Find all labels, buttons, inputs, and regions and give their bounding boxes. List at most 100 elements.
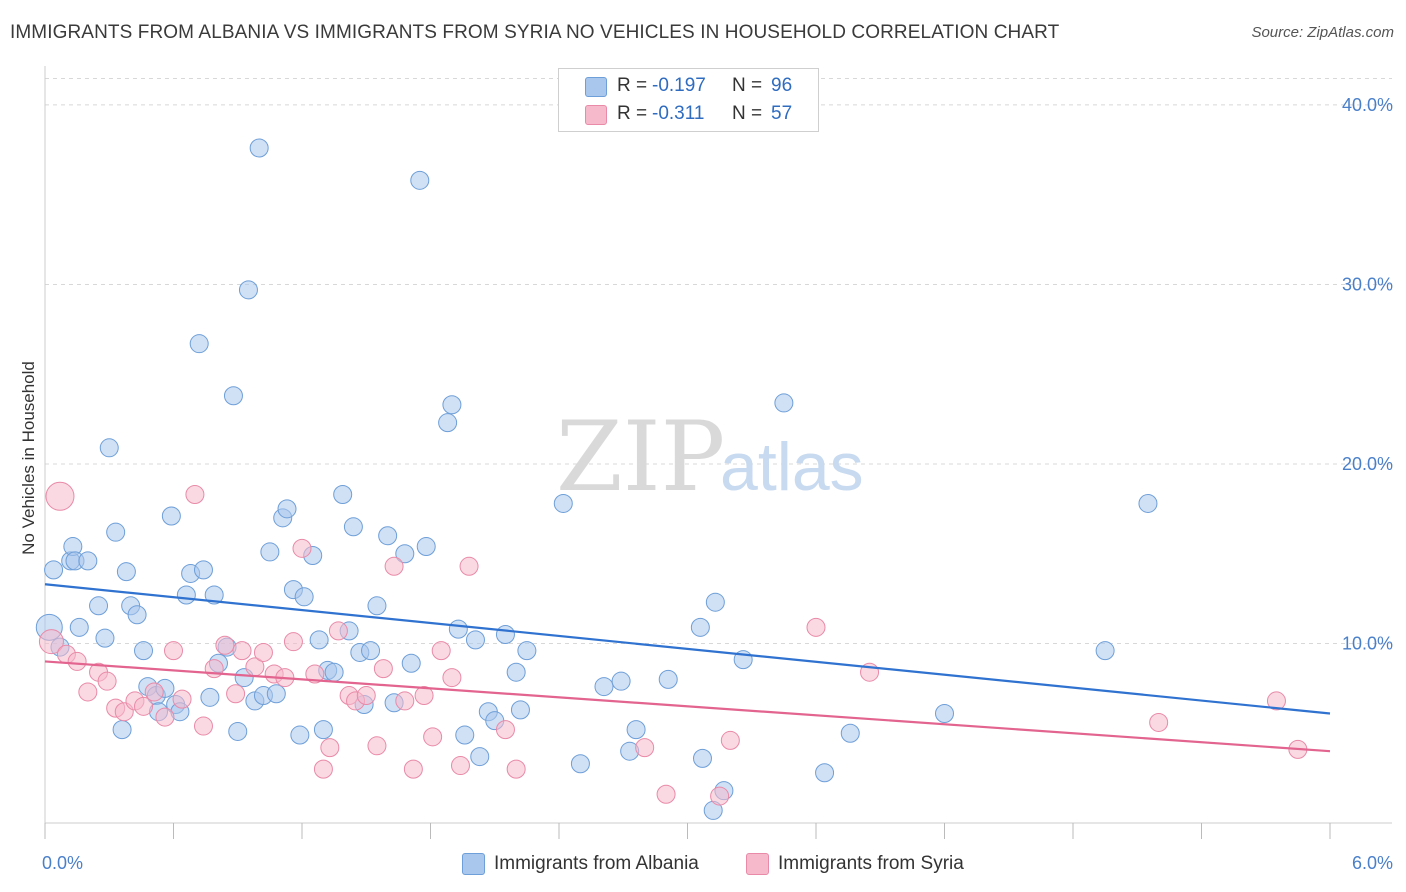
albania-point-81 (626, 720, 646, 740)
albania-r-label: R = (617, 75, 648, 96)
syria-point-51 (806, 617, 826, 637)
albania-point-68 (465, 630, 485, 650)
syria-point-30 (328, 621, 348, 641)
syria-point-48 (656, 784, 676, 804)
watermark: ZIP atlas (556, 401, 864, 513)
albania-n-label: N = (732, 75, 763, 96)
stats-row-syria: R = -0.311 N = 57 (559, 101, 818, 127)
albania-point-66 (448, 619, 468, 639)
albania-r-value: -0.197 (652, 75, 706, 96)
albania-point-13 (116, 562, 136, 582)
albania-point-42 (277, 499, 297, 519)
albania-point-16 (134, 641, 154, 661)
syria-point-14 (172, 689, 192, 709)
syria-point-50 (720, 730, 740, 750)
albania-point-44 (290, 725, 310, 745)
syria-point-28 (313, 759, 333, 779)
syria-point-40 (423, 727, 443, 747)
x-tick-label-min: 0.0% (42, 853, 83, 873)
albania-point-11 (106, 522, 126, 542)
albania-point-75 (517, 641, 537, 661)
syria-point-29 (320, 738, 340, 758)
legend-syria-label: Immigrants from Syria (778, 853, 964, 874)
albania-point-69 (470, 747, 490, 767)
syria-n-value: 57 (771, 103, 793, 124)
syria-point-13 (164, 641, 183, 661)
syria-point-54 (1266, 691, 1286, 711)
albania-trend-line (44, 583, 1331, 715)
syria-point-10 (134, 696, 154, 716)
albania-point-51 (333, 484, 353, 504)
axes (44, 66, 1392, 839)
syria-r-label: R = (617, 103, 648, 124)
albania-point-61 (401, 653, 421, 673)
albania-point-62 (410, 170, 430, 190)
albania-point-53 (343, 517, 363, 537)
albania-point-29 (204, 585, 224, 605)
albania-point-90 (815, 763, 835, 783)
albania-point-45 (294, 587, 314, 607)
albania-point-83 (692, 748, 712, 768)
albania-point-39 (260, 542, 280, 562)
albania-point-63 (416, 537, 436, 557)
albania-point-33 (228, 721, 248, 741)
syria-point-45 (495, 720, 515, 740)
syria-point-11 (144, 682, 164, 702)
albania-point-21 (161, 506, 181, 526)
albania-point-35 (238, 280, 258, 300)
albania-point-1 (44, 560, 64, 580)
syria-n-label: N = (732, 103, 763, 124)
albania-point-92 (935, 703, 954, 723)
albania-point-91 (840, 723, 860, 743)
syria-point-20 (232, 641, 252, 661)
tick-labels: 10.0% 20.0% 30.0% 40.0% 0.0% 6.0% (42, 95, 1393, 873)
albania-point-93 (1095, 641, 1115, 661)
albania-point-78 (594, 677, 614, 697)
syria-points (38, 481, 1308, 806)
grid-lines (45, 78, 1392, 644)
stats-box: R = -0.197 N = 96 R = -0.311 N = 57 (558, 68, 819, 132)
albania-point-67 (455, 725, 475, 745)
albania-point-65 (442, 395, 462, 415)
watermark-atlas: atlas (720, 429, 864, 505)
albania-point-10 (99, 438, 119, 458)
legend-albania-swatch (462, 853, 485, 875)
syria-swatch (585, 105, 607, 125)
albania-point-15 (127, 605, 147, 625)
syria-point-27 (305, 664, 325, 684)
syria-point-3 (67, 651, 87, 671)
albania-point-57 (367, 596, 387, 616)
albania-point-32 (223, 386, 243, 406)
syria-point-12 (155, 707, 175, 727)
syria-point-43 (450, 756, 470, 776)
syria-point-41 (431, 641, 451, 661)
syria-point-42 (442, 668, 462, 688)
legend-albania-label: Immigrants from Albania (494, 853, 699, 874)
syria-point-25 (283, 632, 303, 652)
syria-point-15 (185, 484, 205, 504)
syria-point-18 (215, 635, 235, 655)
albania-point-40 (266, 684, 286, 704)
albania-point-28 (200, 687, 220, 707)
albania-point-79 (611, 671, 631, 691)
syria-point-34 (367, 736, 387, 756)
syria-point-0 (38, 629, 64, 655)
syria-trend-line (44, 660, 1331, 753)
syria-point-44 (459, 556, 479, 576)
y-tick-label-1: 20.0% (1342, 454, 1393, 474)
legend-syria-swatch (746, 853, 769, 875)
albania-point-74 (510, 700, 530, 720)
syria-point-47 (635, 738, 655, 758)
x-tick-label-max: 6.0% (1352, 853, 1393, 873)
y-tick-label-2: 30.0% (1342, 274, 1393, 294)
syria-point-6 (97, 671, 117, 691)
syria-point-1 (45, 481, 75, 511)
albania-point-26 (189, 334, 209, 354)
syria-point-53 (1149, 712, 1169, 732)
syria-point-37 (395, 691, 415, 711)
albania-point-50 (324, 662, 344, 682)
stats-row-albania: R = -0.197 N = 96 (559, 73, 818, 99)
albania-point-7 (78, 551, 98, 571)
syria-point-17 (204, 659, 224, 679)
syria-point-46 (506, 759, 526, 779)
